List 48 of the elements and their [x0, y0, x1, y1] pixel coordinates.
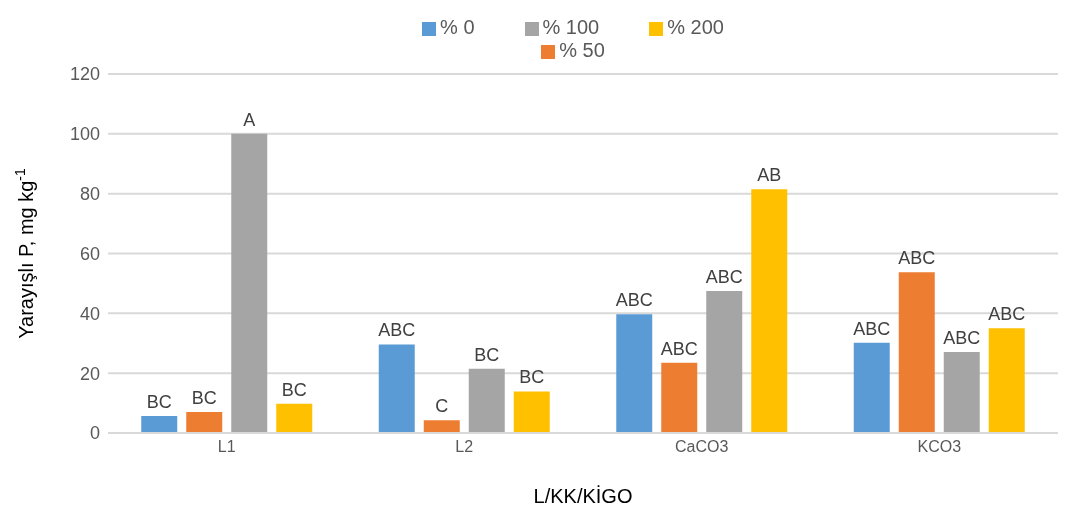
- bar: [513, 391, 550, 433]
- y-tick-label: 80: [79, 184, 100, 205]
- data-label: ABC: [378, 320, 416, 341]
- x-tick-label: KCO3: [917, 438, 962, 456]
- data-label: BC: [191, 388, 217, 409]
- data-label: ABC: [853, 318, 891, 339]
- y-tick-label: 40: [79, 303, 100, 324]
- data-label: A: [243, 109, 256, 130]
- legend-label: % 0: [440, 16, 475, 38]
- bar: [276, 403, 313, 433]
- y-tick-label: 20: [79, 363, 100, 384]
- x-axis-title: L/KK/KİGO: [533, 485, 633, 507]
- data-label: BC: [281, 379, 307, 400]
- y-tick-label: 100: [69, 124, 100, 145]
- legend-label: % 200: [667, 16, 724, 38]
- legend-label: % 50: [559, 39, 605, 61]
- data-label: ABC: [898, 248, 936, 269]
- bar: [616, 314, 653, 433]
- data-label: ABC: [943, 327, 981, 348]
- bar: [853, 342, 890, 433]
- bar: [988, 328, 1025, 433]
- x-tick-label: L1: [217, 438, 236, 456]
- data-label: ABC: [660, 338, 698, 359]
- data-label: BC: [474, 344, 500, 365]
- bar: [378, 344, 415, 433]
- bar: [661, 362, 698, 433]
- legend-label: % 100: [542, 16, 600, 38]
- x-tick-label: L2: [455, 438, 474, 456]
- data-label: ABC: [705, 266, 743, 287]
- bar: [186, 412, 223, 433]
- bar: [751, 189, 788, 433]
- bar: [898, 272, 935, 433]
- data-label: AB: [757, 165, 782, 186]
- data-label: BC: [146, 391, 172, 412]
- bar: [423, 420, 460, 433]
- data-label: ABC: [615, 290, 653, 311]
- data-label: BC: [519, 367, 545, 388]
- bar: [943, 351, 980, 433]
- bar: [141, 415, 178, 433]
- y-tick-label: 120: [69, 64, 100, 85]
- bar: [231, 133, 268, 433]
- data-label: C: [435, 396, 449, 417]
- bar: [468, 368, 505, 433]
- y-tick-label: 0: [89, 423, 100, 444]
- x-tick-label: CaCO3: [675, 438, 729, 456]
- y-tick-label: 60: [79, 243, 100, 264]
- data-label: ABC: [988, 304, 1026, 325]
- bar: [706, 290, 743, 433]
